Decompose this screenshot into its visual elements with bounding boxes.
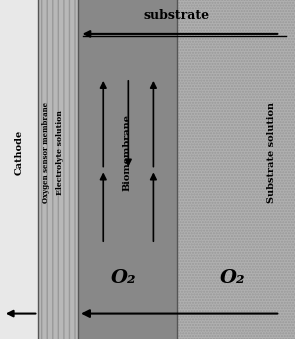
Text: Cathode: Cathode (15, 130, 24, 175)
FancyBboxPatch shape (177, 0, 295, 339)
Text: Electrolyte solution: Electrolyte solution (56, 110, 65, 195)
Text: Substrate solution: Substrate solution (267, 102, 276, 203)
FancyBboxPatch shape (0, 0, 38, 339)
FancyBboxPatch shape (38, 0, 78, 339)
Text: Oxygen sensor membrane: Oxygen sensor membrane (42, 102, 50, 203)
Text: Biomembrane: Biomembrane (122, 114, 131, 191)
Text: O₂: O₂ (220, 269, 246, 287)
FancyBboxPatch shape (78, 0, 177, 339)
Text: O₂: O₂ (111, 269, 137, 287)
Text: substrate: substrate (144, 9, 210, 22)
